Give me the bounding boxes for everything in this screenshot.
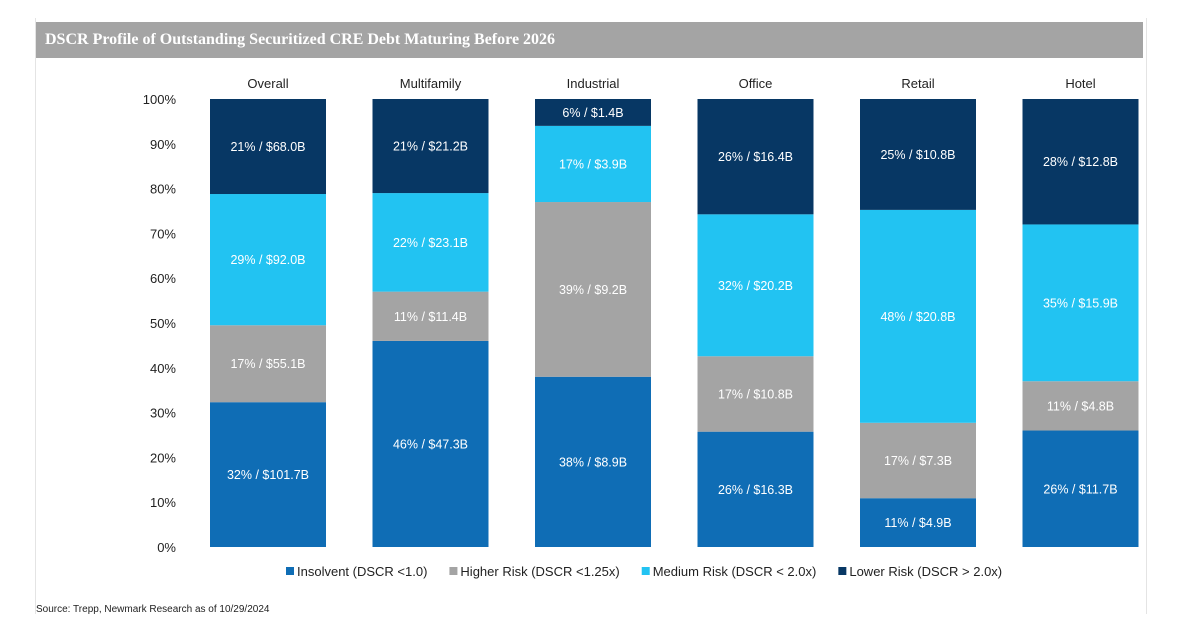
bar-segment (535, 99, 651, 126)
y-tick-label: 40% (150, 361, 176, 376)
bar-segment (210, 194, 326, 326)
data-label: 21% / $21.2B (393, 140, 468, 154)
data-label: 17% / $3.9B (559, 157, 627, 171)
data-label: 28% / $12.8B (1043, 155, 1118, 169)
data-label: 22% / $23.1B (393, 236, 468, 250)
data-label: 39% / $9.2B (559, 283, 627, 297)
y-tick-label: 20% (150, 450, 176, 465)
source-note: Source: Trepp, Newmark Research as of 10… (36, 604, 270, 615)
data-label: 17% / $55.1B (230, 357, 305, 371)
data-label: 25% / $10.8B (880, 148, 955, 162)
bar-stack: 46% / $47.3B 11% / $11.4B 22% / $23.1B 21% … (372, 99, 489, 547)
y-tick-label: 100% (143, 92, 177, 107)
data-label: 26% / $11.7B (1043, 482, 1117, 496)
bar-segment (697, 356, 814, 432)
bar-segment (1022, 99, 1139, 225)
bar-segment (697, 214, 814, 357)
category-label: Retail (901, 76, 934, 91)
bar-segment (860, 498, 976, 547)
data-label: 26% / $16.3B (718, 483, 793, 497)
category-label: Industrial (567, 76, 620, 91)
data-label: 46% / $47.3B (393, 437, 468, 451)
y-tick-label: 50% (150, 316, 176, 331)
bar-segment (535, 125, 651, 203)
bar-stack: 32% / $101.7B 17% / $55.1B 29% / $92.0B 21%… (210, 99, 326, 547)
data-label: 6% / $1.4B (562, 106, 623, 120)
legend-label: Higher Risk (DSCR <1.25x) (460, 564, 619, 579)
bar-segment (1022, 224, 1139, 382)
bar-segment (372, 193, 489, 292)
bar-segment (1022, 430, 1139, 547)
data-label: 48% / $20.8B (880, 310, 955, 324)
bar-segment (697, 431, 814, 547)
category-labels: Overall Multifamily Industrial Office Retail… (247, 76, 1095, 91)
y-tick-label: 70% (150, 226, 176, 241)
y-tick-label: 60% (150, 271, 176, 286)
data-label: 17% / $7.3B (884, 454, 952, 468)
bar-stack: 26% / $11.7B 11% / $4.8B 35% / $15.9B 28% /… (1022, 99, 1139, 547)
data-label: 35% / $15.9B (1043, 296, 1118, 310)
bar-segment (372, 99, 489, 194)
bar-segment (697, 99, 814, 215)
y-tick-label: 30% (150, 406, 176, 421)
data-label: 11% / $4.9B (884, 516, 951, 530)
bar-segment (860, 422, 976, 499)
data-label: 21% / $68.0B (230, 140, 305, 154)
bar-segment (372, 340, 489, 547)
bar-segment (860, 99, 976, 210)
legend-swatch (286, 567, 294, 575)
category-label: Office (739, 76, 773, 91)
legend-swatch (838, 567, 847, 575)
y-tick-label: 90% (150, 137, 176, 152)
bar-stack: 38% / $8.9B 39% / $9.2B 17% / $3.9B 6% / $1… (535, 99, 651, 547)
legend-swatch (641, 567, 650, 575)
data-label: 11% / $11.4B (394, 310, 467, 324)
bar-segment (860, 209, 976, 423)
y-axis: 0% 10% 20% 30% 40% 50% 60% 70% 80% 90% 100% (143, 92, 177, 555)
data-label: 17% / $10.8B (718, 387, 793, 401)
data-label: 38% / $8.9B (559, 455, 627, 469)
category-label: Multifamily (400, 76, 462, 91)
bar-stack: 26% / $16.3B 17% / $10.8B 32% / $20.2B 26% … (697, 99, 814, 547)
bar-segment (535, 376, 651, 547)
category-label: Overall (247, 76, 288, 91)
bar-stack: 11% / $4.9B 17% / $7.3B 48% / $20.8B 25% / … (860, 99, 976, 547)
y-tick-label: 10% (150, 495, 176, 510)
legend-label: Lower Risk (DSCR > 2.0x) (849, 564, 1002, 579)
y-tick-label: 0% (157, 540, 176, 555)
bar-segment (372, 291, 489, 341)
data-label: 29% / $92.0B (230, 253, 305, 267)
legend: Insolvent (DSCR <1.0) Higher Risk (DSCR <… (286, 564, 1002, 579)
data-label: 32% / $101.7B (227, 468, 309, 482)
data-label: 26% / $16.4B (718, 150, 793, 164)
category-label: Hotel (1065, 76, 1095, 91)
y-tick-label: 80% (150, 182, 176, 197)
bar-segment (210, 402, 326, 547)
bar-segment (210, 99, 326, 195)
bar-segment (1022, 381, 1139, 431)
legend-swatch (449, 567, 458, 575)
bars: 32% / $101.7B 17% / $55.1B 29% / $92.0B 21%… (210, 99, 1139, 547)
data-label: 11% / $4.8B (1047, 399, 1114, 413)
chart-title: DSCR Profile of Outstanding Securitized … (45, 31, 556, 48)
bar-segment (535, 202, 651, 377)
legend-label: Insolvent (DSCR <1.0) (297, 564, 427, 579)
data-label: 32% / $20.2B (718, 279, 793, 293)
chart-title-bar: DSCR Profile of Outstanding Securitized … (36, 22, 1143, 58)
bar-segment (210, 325, 326, 403)
legend-label: Medium Risk (DSCR < 2.0x) (653, 564, 817, 579)
